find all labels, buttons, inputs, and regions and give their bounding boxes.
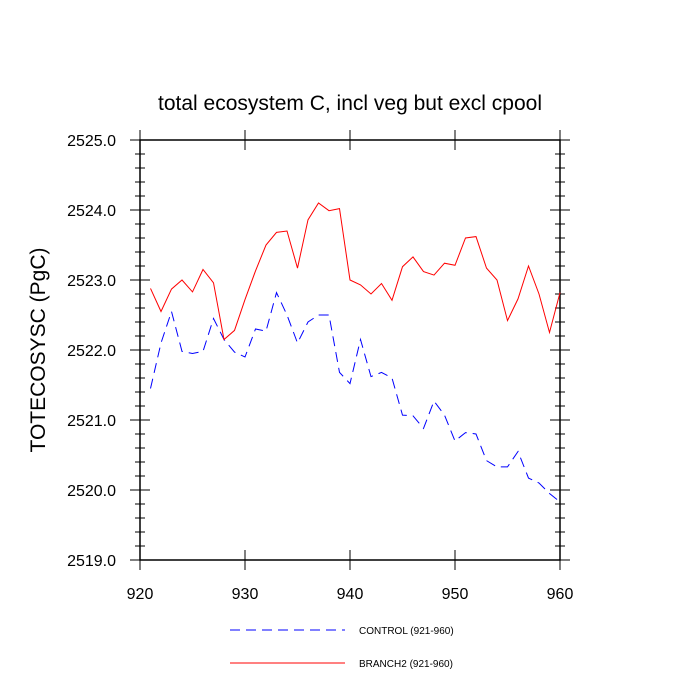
plot-frame: [139, 139, 561, 561]
y-tick-label: 2522.0: [67, 343, 116, 360]
x-tick-label: 930: [232, 586, 259, 603]
tick-labels: 2519.0 2520.0 2521.0 2522.0 2523.0 2524.0 2525…: [67, 133, 573, 603]
x-tick-label: 920: [127, 586, 154, 603]
axis-ticks: [130, 130, 570, 570]
series-line-control: [150, 291, 561, 503]
legend-label: BRANCH2 (921-960): [359, 659, 453, 670]
y-tick-label: 2525.0: [67, 133, 116, 150]
x-tick-label: 940: [337, 586, 364, 603]
x-tick-label: 960: [547, 586, 574, 603]
y-tick-label: 2524.0: [67, 203, 116, 220]
y-axis-label: TOTECOSYSC (PgC): [27, 248, 50, 453]
x-tick-label: 950: [442, 586, 469, 603]
y-tick-label: 2519.0: [67, 553, 116, 570]
legend-label: CONTROL (921-960): [359, 626, 454, 637]
y-tick-label: 2521.0: [67, 413, 116, 430]
chart-title: total ecosystem C, incl veg but excl cpo…: [158, 92, 542, 115]
series-lines: [150, 202, 561, 503]
series-line-branch2: [150, 202, 561, 341]
legend: CONTROL (921-960) BRANCH2 (921-960): [230, 626, 454, 670]
y-tick-label: 2520.0: [67, 483, 116, 500]
y-tick-label: 2523.0: [67, 273, 116, 290]
